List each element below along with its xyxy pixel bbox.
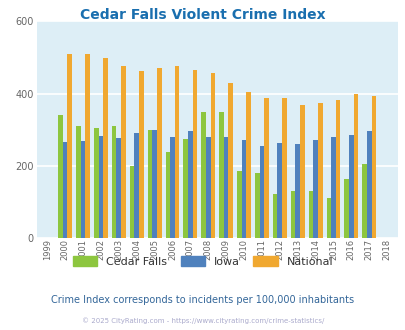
Bar (103, 58, 108, 238)
Bar (58, 115, 63, 238)
Bar (192, 70, 197, 238)
Bar (147, 129, 152, 238)
Text: Crime Index corresponds to incidents per 100,000 inhabitants: Crime Index corresponds to incidents per… (51, 295, 354, 305)
Bar (308, 191, 313, 238)
Bar (130, 166, 134, 238)
Text: Cedar Falls Violent Crime Index: Cedar Falls Violent Crime Index (80, 8, 325, 22)
Bar (152, 130, 157, 238)
Bar (264, 98, 268, 238)
Bar (281, 98, 286, 238)
Bar (85, 54, 90, 238)
Bar (330, 137, 335, 238)
Bar (237, 171, 241, 238)
Bar (111, 126, 116, 238)
Bar (317, 103, 322, 238)
Bar (246, 92, 250, 238)
Bar (134, 133, 139, 238)
Bar (81, 141, 85, 238)
Bar (313, 140, 317, 238)
Bar (290, 191, 295, 238)
Bar (366, 131, 371, 238)
Bar (205, 137, 210, 238)
Bar (210, 73, 215, 238)
Bar (157, 68, 161, 238)
Bar (228, 83, 232, 238)
Bar (94, 128, 98, 238)
Bar (343, 179, 348, 238)
Bar (295, 144, 299, 238)
Bar (335, 100, 340, 238)
Bar (299, 105, 304, 238)
Bar (121, 66, 126, 238)
Bar (116, 138, 121, 238)
Bar (353, 93, 358, 238)
Bar (348, 135, 353, 238)
Bar (67, 54, 72, 238)
Bar (139, 71, 143, 238)
Bar (188, 131, 192, 238)
Bar (165, 152, 170, 238)
Bar (170, 138, 175, 238)
Bar (175, 66, 179, 238)
Bar (259, 146, 264, 238)
Bar (361, 164, 366, 238)
Bar (98, 136, 103, 238)
Bar (326, 198, 330, 238)
Bar (183, 139, 188, 238)
Bar (76, 126, 81, 238)
Bar (272, 194, 277, 238)
Text: © 2025 CityRating.com - https://www.cityrating.com/crime-statistics/: © 2025 CityRating.com - https://www.city… (82, 317, 323, 324)
Legend: Cedar Falls, Iowa, National: Cedar Falls, Iowa, National (72, 256, 333, 267)
Bar (241, 140, 246, 238)
Bar (254, 173, 259, 238)
Bar (201, 112, 205, 238)
Bar (277, 143, 281, 238)
Bar (223, 138, 228, 238)
Bar (63, 142, 67, 238)
Bar (219, 112, 223, 238)
Bar (371, 96, 375, 238)
